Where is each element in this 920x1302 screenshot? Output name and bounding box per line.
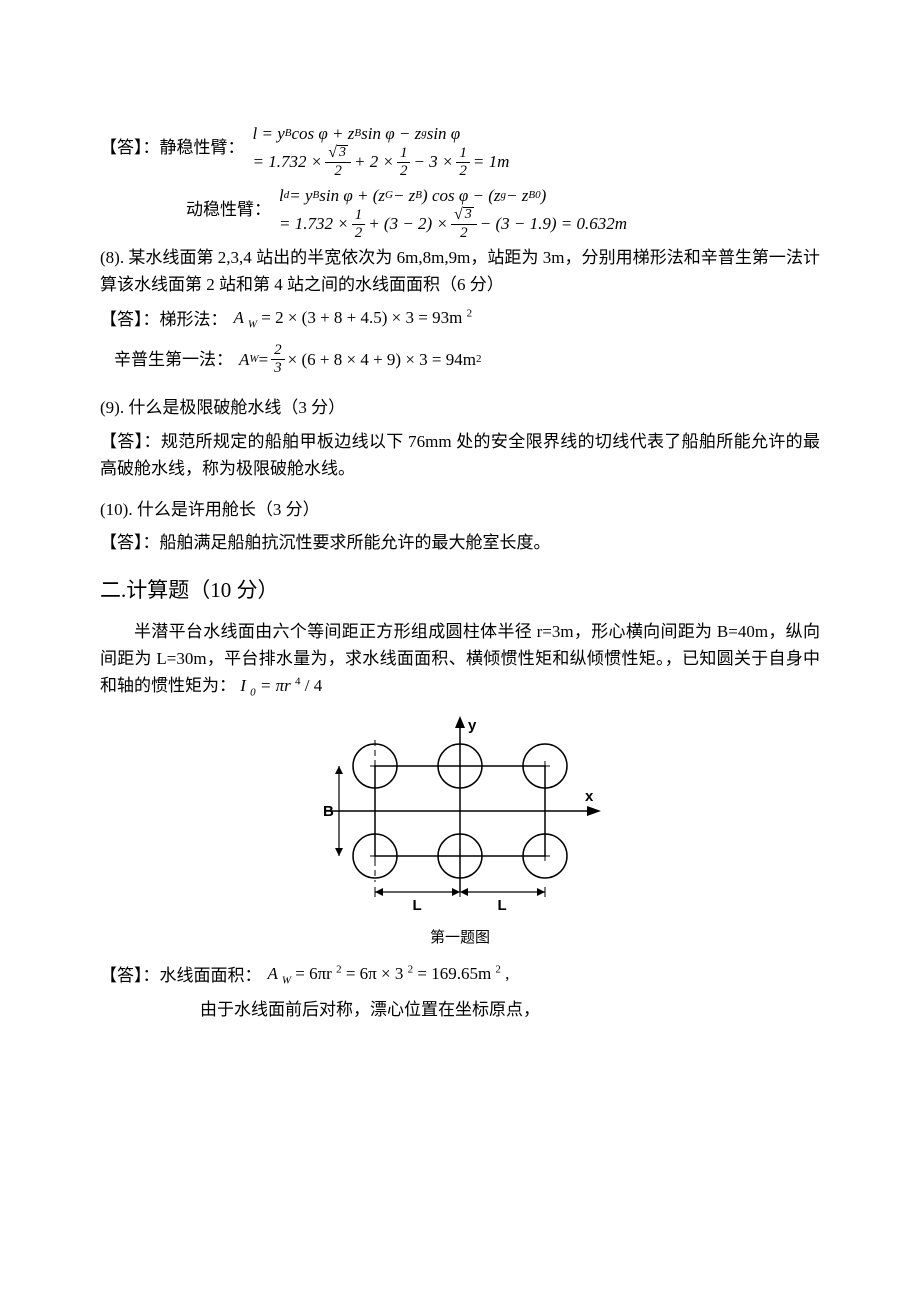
t: G (385, 187, 393, 205)
t: + 2 × (354, 148, 394, 175)
section2-para: 半潜平台水线面由六个等间距正方形组成圆柱体半径 r=3m，形心横向间距为 B=4… (100, 618, 820, 702)
t: l = y (253, 120, 285, 147)
t: 半潜平台水线面由六个等间距正方形组成圆柱体半径 r=3m，形心横向间距为 B=4… (100, 622, 820, 695)
t: 0 (250, 687, 256, 699)
t: 2 (336, 964, 342, 976)
t: / 4 (305, 676, 322, 695)
static-eq: l = y B cos φ + z B sin φ − z g sin φ = … (253, 120, 510, 176)
t: W (248, 319, 257, 331)
t: 2 (467, 308, 473, 320)
q8-ans-simp: 辛普生第一法： A W = 2 3 × (6 + 8 × 4 + 9) × 3 … (114, 342, 820, 376)
t: B (285, 125, 292, 143)
t: = 1m (473, 148, 510, 175)
page: 【答】：静稳性臂： l = y B cos φ + z B sin φ − z … (0, 0, 920, 1302)
section2-title: 二.计算题（10 分） (100, 574, 820, 608)
svg-text:x: x (585, 788, 594, 805)
t: = (259, 346, 269, 373)
frac: 2 3 (271, 342, 285, 376)
static-label: 【答】：静稳性臂： (100, 134, 253, 161)
frac: √3 2 (451, 207, 477, 241)
frac: 1 2 (397, 145, 411, 179)
static-eq-line1: l = y B cos φ + z B sin φ − z g sin φ (253, 120, 510, 148)
t: 2 (476, 351, 482, 369)
q8-ans-label: 【答】：梯形法： (100, 306, 228, 333)
t: sin φ − z (361, 120, 421, 147)
t: B0 (528, 187, 540, 205)
figure-wrap: B L Ly x 第一题图 (100, 716, 820, 950)
q8-text: (8). 某水线面第 2,3,4 站出的半宽依次为 6m,8m,9m，站距为 3… (100, 244, 820, 298)
dyn-eq: l d = y B sin φ + (z G − z B ) cos φ − (… (279, 182, 627, 238)
t: B (354, 125, 361, 143)
t: + (3 − 2) × (368, 210, 448, 237)
t: B (313, 187, 320, 205)
t: − z (393, 182, 415, 209)
dyn-label: 动稳性臂： (186, 196, 279, 223)
t: = y (289, 182, 312, 209)
dyn-eq-line1: l d = y B sin φ + (z G − z B ) cos φ − (… (279, 182, 627, 210)
t: 4 (295, 676, 301, 688)
t: = 2 × (3 + 8 + 4.5) × 3 = 93m (261, 308, 462, 327)
t: A (239, 346, 249, 373)
t: = 169.65m (417, 964, 491, 983)
ans2-label: 【答】：水线面面积： (100, 962, 262, 989)
t: cos φ + z (291, 120, 354, 147)
svg-text:B: B (323, 803, 334, 820)
svg-text:y: y (468, 717, 477, 734)
t: = 1.732 × (253, 148, 323, 175)
dyn-eq-line2: = 1.732 × 1 2 + (3 − 2) × √3 2 − (3 − 1.… (279, 210, 627, 238)
t: × (6 + 8 × 4 + 9) × 3 = 94m (288, 346, 476, 373)
t: sin φ (427, 120, 461, 147)
t: − z (506, 182, 528, 209)
static-eq-line2: = 1.732 × √3 2 + 2 × 1 2 − 3 × 1 2 = 1m (253, 148, 510, 176)
ans2-line1: 【答】：水线面面积： A W = 6πr 2 = 6π × 3 2 = 169.… (100, 960, 820, 990)
t: A (234, 308, 244, 327)
static-arm-row: 【答】：静稳性臂： l = y B cos φ + z B sin φ − z … (100, 120, 820, 176)
svg-text:L: L (498, 897, 507, 914)
q9-a: 【答】：规范所规定的船舶甲板边线以下 76mm 处的安全限界线的切线代表了船舶所… (100, 428, 820, 482)
t: A (268, 964, 278, 983)
t: sin φ + (z (319, 182, 385, 209)
t: W (282, 975, 291, 987)
dyn-arm-row: 动稳性臂： l d = y B sin φ + (z G − z B ) cos… (186, 182, 820, 238)
q10-a: 【答】：船舶满足船舶抗沉性要求所能允许的最大舱室长度。 (100, 529, 820, 556)
ans2-line2: 由于水线面前后对称，漂心位置在坐标原点， (200, 996, 820, 1023)
t: − 3 × (413, 148, 453, 175)
t: W (249, 351, 258, 369)
svg-text:L: L (413, 897, 422, 914)
t: I (240, 676, 246, 695)
q9-q: (9). 什么是极限破舱水线（3 分） (100, 394, 820, 421)
t: = πr (260, 676, 291, 695)
t: = 6πr (295, 964, 332, 983)
q8-simp-label: 辛普生第一法： (114, 346, 233, 373)
t: = 1.732 × (279, 210, 349, 237)
t: − (3 − 1.9) = 0.632m (480, 210, 627, 237)
figure-caption: 第一题图 (100, 926, 820, 950)
figure-svg: B L Ly x (305, 716, 615, 916)
t: , (505, 964, 509, 983)
t: 2 (408, 964, 414, 976)
q8-ans-trap: 【答】：梯形法： A W = 2 × (3 + 8 + 4.5) × 3 = 9… (100, 304, 820, 334)
frac: √3 2 (325, 145, 351, 179)
t: 2 (495, 964, 501, 976)
frac: 1 2 (352, 207, 366, 241)
t: = 6π × 3 (346, 964, 404, 983)
q10-q: (10). 什么是许用舱长（3 分） (100, 496, 820, 523)
frac: 1 2 (456, 145, 470, 179)
t: ) (541, 182, 547, 209)
